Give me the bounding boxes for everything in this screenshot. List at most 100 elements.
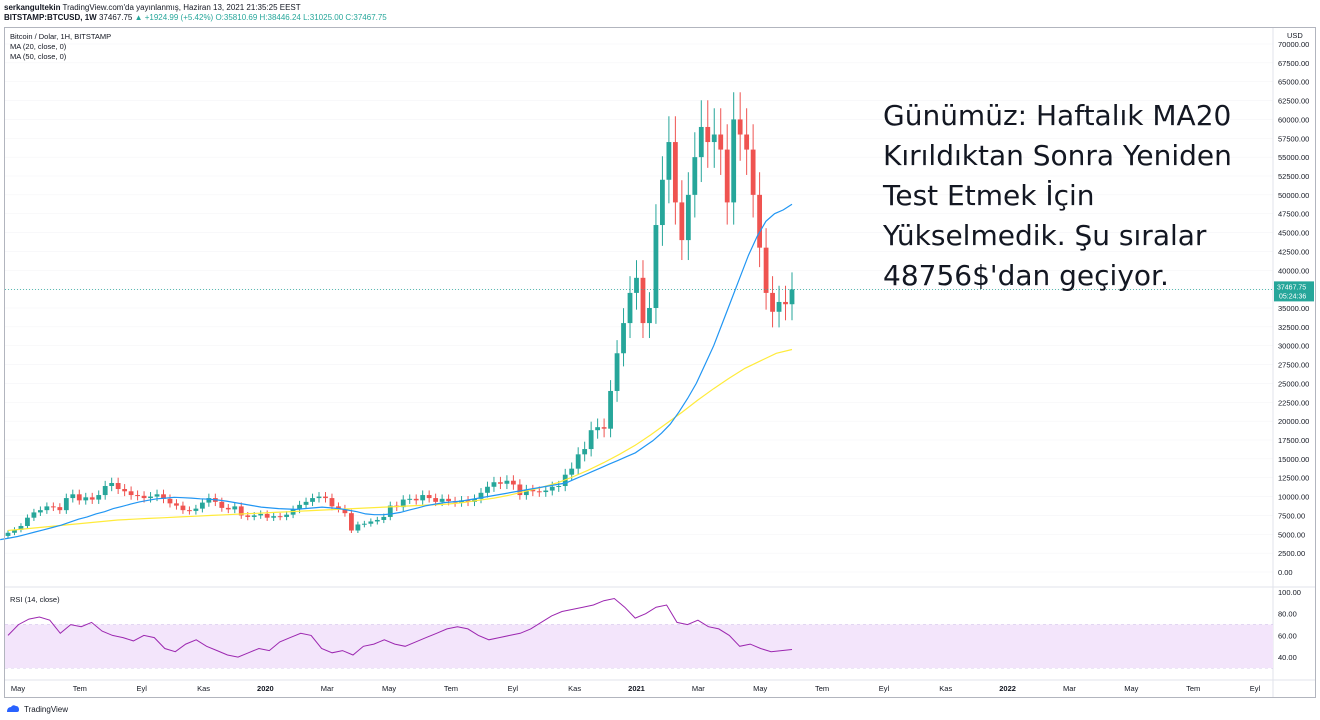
candle-body: [757, 194, 763, 248]
price-tag-value: 37467.75: [1277, 284, 1306, 291]
candle-body: [621, 323, 626, 354]
symbol-info: BITSTAMP:BTCUSD, 1W 37467.75 ▲ +1924.99 …: [4, 13, 387, 22]
price-tick-label: 47500.00: [1278, 210, 1309, 219]
candle-body: [329, 498, 335, 507]
candle-body: [368, 521, 374, 524]
time-tick-label: Eyl: [136, 684, 147, 693]
candle-body: [763, 247, 769, 293]
ma20-line: [0, 203, 793, 541]
price-tick-label: 67500.00: [1278, 59, 1309, 68]
candle-body: [433, 498, 439, 502]
price-tag-box: [1274, 281, 1314, 302]
price-tick-label: 60000.00: [1278, 115, 1309, 124]
price-tick-label: 25000.00: [1278, 379, 1309, 388]
price-tick-label: 65000.00: [1278, 78, 1309, 87]
candle-body: [5, 532, 11, 536]
candle-body: [271, 516, 277, 518]
candle-body: [381, 516, 387, 520]
candle-body: [478, 492, 484, 499]
candle-body: [660, 179, 665, 226]
candle-body: [685, 194, 691, 241]
candle-body: [698, 126, 704, 158]
rsi-tick-label: 100.00: [1278, 588, 1301, 597]
price-tick-label: 57500.00: [1278, 134, 1309, 143]
price-tick-label: 27500.00: [1278, 361, 1309, 370]
annotation-text: Günümüz: Haftalık MA20 Kırıldıktan Sonra…: [883, 99, 1232, 292]
candle-body: [601, 427, 607, 429]
candle-body: [193, 508, 199, 511]
candle-body: [225, 507, 231, 510]
currency-label: USD: [1287, 31, 1303, 40]
candle-body: [264, 513, 270, 518]
candle-body: [251, 515, 257, 517]
candle-body: [614, 353, 620, 391]
price-tick-label: 10000.00: [1278, 493, 1309, 502]
time-tick-label: Tem: [815, 684, 829, 693]
candle-body: [303, 501, 309, 505]
rsi-legend[interactable]: RSI (14, close): [10, 595, 60, 604]
candle-body: [148, 496, 153, 499]
candle-body: [705, 126, 711, 143]
candle-body: [711, 134, 717, 143]
legend-ma20[interactable]: MA (20, close, 0): [10, 42, 67, 51]
legend-ma50[interactable]: MA (50, close, 0): [10, 52, 67, 61]
candle-body: [595, 427, 601, 431]
author-name[interactable]: serkangultekin: [4, 3, 61, 12]
time-tick-label: Eyl: [879, 684, 890, 693]
time-tick-label: Tem: [73, 684, 87, 693]
candle-body: [420, 495, 426, 501]
candle-body: [238, 506, 244, 516]
candle-body: [31, 512, 37, 518]
candle-body: [12, 529, 17, 533]
publish-date: TradingView.com'da yayınlanmış, Haziran …: [62, 3, 301, 12]
candle-body: [44, 506, 50, 511]
candle-body: [776, 301, 782, 312]
ohlc-high: H:38446.24: [259, 13, 301, 22]
candle-body: [718, 134, 724, 150]
candles-layer: [5, 92, 795, 539]
candle-body: [400, 499, 406, 508]
candle-body: [517, 484, 523, 496]
footer: TradingView: [6, 704, 68, 714]
candle-body: [588, 430, 594, 450]
last-value: 37467.75: [98, 13, 133, 22]
chart-frame: [4, 27, 1316, 698]
time-tick-label: Mar: [1063, 684, 1076, 693]
price-tick-label: 50000.00: [1278, 191, 1309, 200]
candle-body: [530, 489, 536, 492]
candle-body: [387, 505, 393, 517]
candle-body: [582, 449, 588, 455]
candle-body: [465, 500, 471, 502]
candle-body: [342, 508, 348, 514]
time-tick-label: May: [753, 684, 767, 693]
time-tick-label: Eyl: [1250, 684, 1261, 693]
time-tick-label: 2020: [257, 684, 274, 693]
candle-body: [115, 482, 121, 490]
candle-body: [491, 482, 497, 487]
time-axis[interactable]: May Tem Eyl Kas 2020 Mar May Tem Eyl Kas 2021 Mar Ma…: [11, 684, 1261, 693]
candle-body: [297, 504, 302, 510]
price-tick-label: 52500.00: [1278, 172, 1309, 181]
candle-body: [277, 516, 283, 518]
footer-brand[interactable]: TradingView: [24, 704, 69, 714]
candle-body: [323, 496, 328, 499]
rsi-band: [5, 624, 1273, 668]
rsi-tick-label: 80.00: [1278, 610, 1297, 619]
candle-body: [141, 495, 147, 499]
candle-body: [187, 510, 192, 512]
candle-body: [180, 505, 186, 511]
candle-body: [57, 507, 63, 511]
time-tick-label: May: [382, 684, 396, 693]
rsi-axis[interactable]: 100.00 80.00 60.00 40.00: [1278, 588, 1301, 662]
candle-body: [647, 308, 652, 324]
legend-title[interactable]: Bitcoin / Dolar, 1H, BITSTAMP: [10, 32, 112, 41]
publish-info: serkangultekin TradingView.com'da yayınl…: [4, 3, 301, 12]
price-tick-label: 2500.00: [1278, 549, 1305, 558]
candle-body: [316, 496, 322, 499]
time-tick-label: 2021: [628, 684, 645, 693]
candle-body: [653, 225, 659, 308]
candle-body: [96, 495, 102, 500]
candle-body: [498, 482, 503, 484]
price-tick-label: 17500.00: [1278, 436, 1309, 445]
